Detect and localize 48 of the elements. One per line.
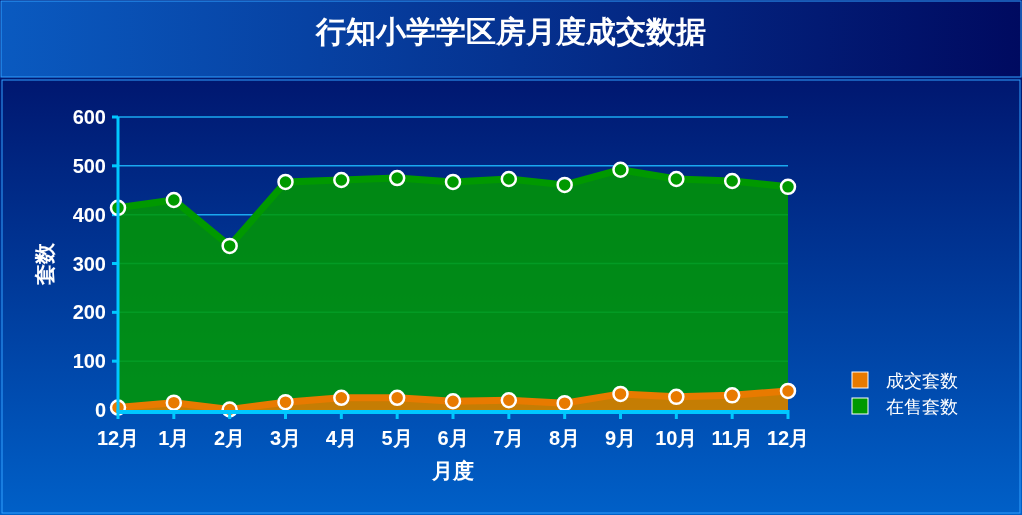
x-tick-label: 9月 xyxy=(604,427,637,449)
x-tick-label: 11月 xyxy=(711,427,753,449)
x-tick-label: 3月 xyxy=(269,427,302,449)
point xyxy=(668,388,685,406)
legend-label: 成交套数 xyxy=(886,371,958,391)
point xyxy=(333,389,350,407)
y-tick-label: 200 xyxy=(72,301,106,324)
point xyxy=(388,169,406,187)
point xyxy=(612,161,629,178)
x-tick-label: 8月 xyxy=(549,427,581,449)
x-tick-label: 1月 xyxy=(158,427,190,449)
x-tick-label: 6月 xyxy=(437,427,469,449)
point xyxy=(723,387,741,404)
point xyxy=(444,173,462,191)
x-tick-label: 5月 xyxy=(381,427,413,449)
y-axis-title: 套数 xyxy=(33,241,56,286)
x-tick-label: 12月 xyxy=(96,427,140,449)
legend-label: 在售套数 xyxy=(886,397,958,417)
point xyxy=(444,392,462,410)
point xyxy=(277,173,294,191)
y-tick-label: 100 xyxy=(72,350,106,373)
point xyxy=(612,385,629,403)
x-tick-label: 2月 xyxy=(214,427,246,449)
point xyxy=(556,176,573,194)
x-tick-label: 4月 xyxy=(325,427,357,449)
y-tick-label: 300 xyxy=(72,252,106,275)
point xyxy=(668,170,685,188)
point xyxy=(500,391,518,409)
point xyxy=(723,172,741,190)
point xyxy=(333,171,350,189)
point xyxy=(165,394,183,411)
x-axis-title: 月度 xyxy=(431,459,474,482)
x-tick-label: 7月 xyxy=(493,427,525,449)
y-tick-label: 0 xyxy=(94,399,106,421)
point xyxy=(221,237,238,255)
x-tick-label: 10月 xyxy=(655,427,698,449)
y-tick-label: 400 xyxy=(72,203,106,226)
y-tick-label: 500 xyxy=(72,154,106,177)
chart-title: 行知小学学区房月度成交数据 xyxy=(315,15,706,48)
point xyxy=(500,170,518,188)
x-tick-label: 12月 xyxy=(766,427,810,449)
point xyxy=(779,382,797,400)
point xyxy=(556,394,573,412)
point xyxy=(165,191,183,209)
point xyxy=(779,178,797,196)
point xyxy=(277,393,294,411)
y-tick-label: 600 xyxy=(72,106,106,128)
point xyxy=(388,389,406,407)
